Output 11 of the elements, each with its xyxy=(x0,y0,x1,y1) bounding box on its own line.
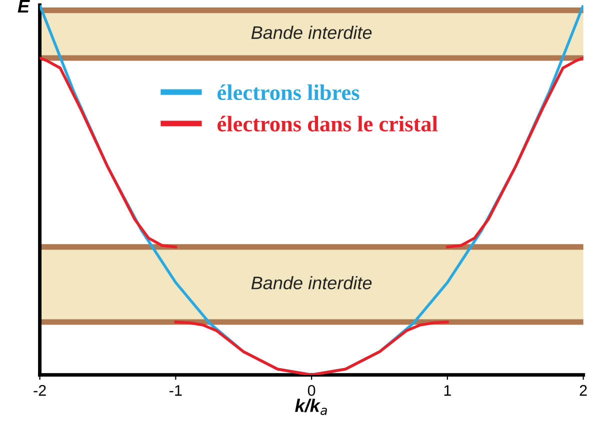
x-tick-label: -1 xyxy=(170,385,182,396)
legend-label: électrons dans le cristal xyxy=(218,116,438,132)
x-tick-label: -2 xyxy=(34,385,46,396)
legend-label: électrons libres xyxy=(218,84,360,100)
x-tick-label: 0 xyxy=(308,385,316,396)
x-tick-label: 2 xyxy=(580,385,587,396)
x-axis-title: k/k$_{a}$ xyxy=(295,398,327,415)
x-tick-label: 1 xyxy=(444,385,451,396)
band-label: Bande interdite xyxy=(251,26,372,40)
y-axis-title: E xyxy=(18,0,30,12)
band-label: Bande interdite xyxy=(251,276,372,290)
